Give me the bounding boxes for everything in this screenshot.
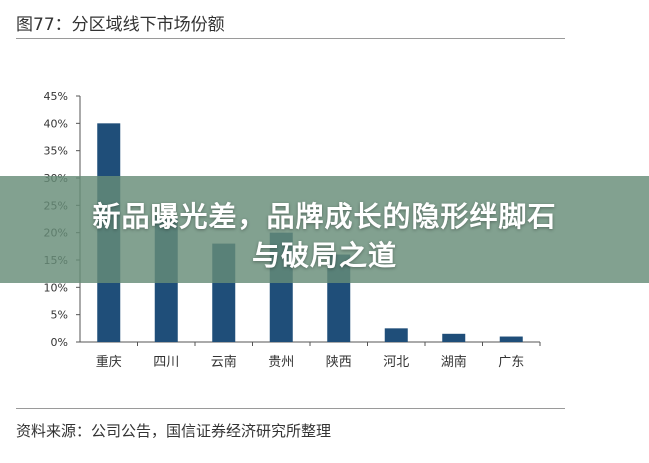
headline-banner [0,176,649,283]
top-divider [16,38,565,39]
bar-河北 [384,328,408,342]
y-tick-label: 40% [44,117,68,130]
x-tick-label: 广东 [498,355,524,370]
source-note: 资料来源：公司公告，国信证券经济研究所整理 [16,422,332,440]
x-tick-label: 湖南 [441,354,467,370]
x-tick-label: 四川 [153,355,179,370]
y-tick-label: 10% [44,281,68,294]
bar-湖南 [442,333,466,342]
y-tick-label: 0% [51,336,68,349]
y-tick-label: 45% [44,90,68,103]
headline-line-1: 新品曝光差，品牌成长的隐形绊脚石 [92,200,557,233]
x-tick-label: 贵州 [268,355,294,370]
x-tick-label: 陕西 [326,355,352,370]
x-tick-label: 重庆 [96,354,122,370]
figure-title: 图77：分区域线下市场份额 [16,15,225,35]
headline-line-2: 与破局之道 [251,239,397,272]
bottom-divider [16,408,565,409]
y-tick-label: 35% [44,145,68,158]
x-tick-label: 云南 [211,354,237,370]
bar-广东 [499,336,523,342]
y-tick-label: 5% [51,309,68,322]
x-tick-label: 河北 [383,355,409,370]
